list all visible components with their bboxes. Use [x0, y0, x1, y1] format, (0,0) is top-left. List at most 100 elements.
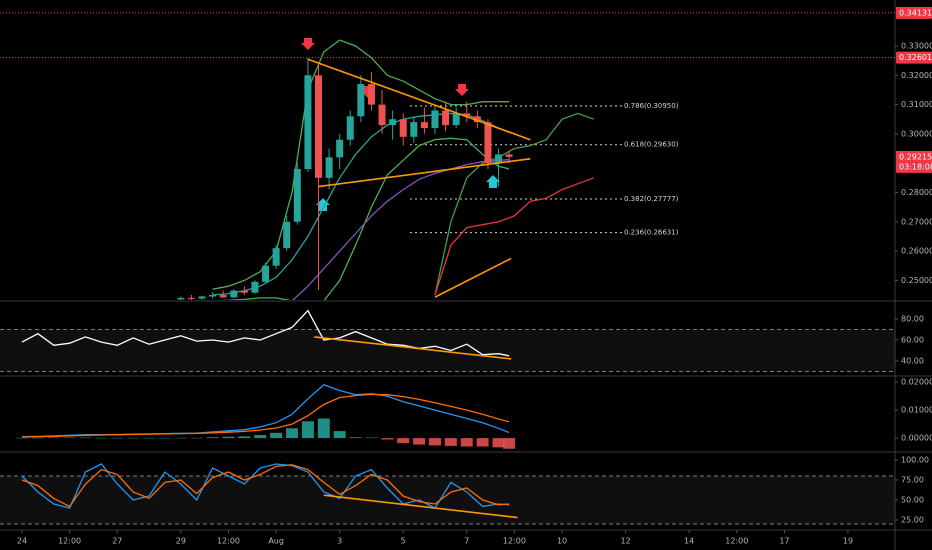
histogram-bar	[15, 437, 28, 439]
candle-body	[452, 113, 460, 126]
y-tick-label: 80.00	[901, 315, 924, 324]
price-tag-label: 0.34131	[899, 8, 932, 17]
y-tick-label: 0.26000	[901, 247, 932, 256]
fib-label: 0.786(0.30950)	[624, 102, 679, 110]
candle-body	[367, 84, 375, 105]
fib-label-bg	[622, 227, 670, 238]
histogram-bar	[111, 437, 124, 439]
histogram-bar	[397, 438, 410, 444]
candle-body	[304, 75, 312, 170]
last-price-tag	[896, 150, 932, 173]
fib-label: 0.618(0.29630)	[624, 141, 679, 149]
x-tick-label: 12	[621, 537, 631, 546]
candle-body	[431, 110, 439, 129]
candle-body	[219, 295, 227, 298]
candle-body	[410, 122, 418, 137]
histogram-bar	[503, 438, 516, 449]
trendline	[434, 257, 512, 298]
candle-body	[399, 119, 407, 137]
candle-body	[187, 297, 195, 299]
fib-label-bg	[622, 194, 670, 205]
y-tick-label: 0.33000	[901, 41, 932, 50]
indicator-line	[219, 137, 510, 300]
histogram-bar	[460, 438, 473, 447]
x-tick-label: 3	[337, 537, 342, 546]
histogram-bar	[333, 431, 346, 439]
x-tick-label: 29	[176, 537, 186, 546]
histogram-bar	[492, 438, 505, 448]
histogram-bar	[301, 421, 314, 439]
fib-label: 0.382(0.27777)	[624, 195, 679, 203]
x-tick-label: 12:00	[503, 537, 526, 546]
candle-body	[346, 116, 354, 140]
candle-body	[442, 110, 450, 126]
fib-label: 0.236(0.26631)	[624, 229, 679, 237]
histogram-bar	[317, 418, 330, 439]
candle-body	[209, 295, 217, 297]
candle-body	[463, 113, 471, 117]
y-tick-label: 0.30000	[901, 129, 932, 138]
countdown-label: 03:18:08	[899, 162, 932, 171]
price-tag-label: 0.32601	[899, 53, 932, 62]
sell-arrow	[301, 38, 315, 50]
y-tick-label: 0.00000	[901, 434, 932, 443]
candle-body	[357, 84, 365, 117]
x-tick-label: 12:00	[58, 537, 81, 546]
candle-body	[325, 157, 333, 178]
band-fill	[0, 329, 895, 372]
candle-body	[495, 154, 503, 164]
histogram-bar	[127, 437, 140, 439]
candle-body	[420, 122, 428, 129]
buy-arrow	[486, 175, 500, 188]
y-tick-label: 0.02000	[901, 378, 932, 387]
indicator-line	[21, 464, 510, 508]
histogram-bar	[476, 438, 489, 447]
x-tick-label: 19	[843, 537, 853, 546]
histogram-bar	[349, 437, 362, 439]
sell-arrow	[455, 84, 469, 96]
y-tick-label: 0.28000	[901, 188, 932, 197]
pane	[15, 384, 516, 449]
price-tag	[896, 6, 932, 19]
price-tag	[896, 51, 932, 64]
x-tick-label: 24	[17, 537, 27, 546]
x-tick-label: 14	[684, 537, 694, 546]
histogram-bar	[174, 437, 187, 439]
x-tick-label: Aug	[268, 537, 284, 546]
indicator-line	[434, 177, 595, 296]
histogram-bar	[286, 428, 299, 439]
x-tick-label: 7	[464, 537, 469, 546]
candle-body	[314, 75, 322, 178]
x-tick-label: 10	[557, 537, 567, 546]
x-tick-label: 12:00	[725, 537, 748, 546]
y-tick-label: 0.31000	[901, 100, 932, 109]
histogram-bar	[365, 437, 378, 439]
histogram-bar	[143, 437, 156, 439]
indicator-line	[292, 159, 510, 300]
indicator-line	[21, 463, 510, 509]
trendline	[323, 494, 518, 519]
trendline	[318, 158, 531, 188]
pane	[0, 463, 895, 525]
candle-body	[505, 154, 513, 157]
histogram-bar	[63, 437, 76, 439]
trendline	[307, 58, 531, 141]
y-tick-label: 0.25000	[901, 276, 932, 285]
candle-body	[484, 122, 492, 164]
histogram-bar	[79, 437, 92, 439]
y-tick-label: 25.00	[901, 516, 924, 525]
pane: 0.786(0.30950) 0.618(0.29630) 0.382(0.2777…	[177, 39, 679, 300]
last-price-label: 0.29215	[899, 152, 932, 161]
histogram-bar	[254, 435, 267, 439]
indicator-line	[434, 112, 595, 296]
y-tick-label: 60.00	[901, 336, 924, 345]
candle-body	[177, 297, 185, 300]
y-tick-label: 40.00	[901, 357, 924, 366]
x-tick-label: 5	[401, 537, 406, 546]
y-tick-label: 0.01000	[901, 406, 932, 415]
histogram-bar	[428, 438, 441, 446]
y-tick-label: 0.27000	[901, 217, 932, 226]
indicator-line	[21, 309, 510, 357]
histogram-bar	[190, 437, 203, 439]
